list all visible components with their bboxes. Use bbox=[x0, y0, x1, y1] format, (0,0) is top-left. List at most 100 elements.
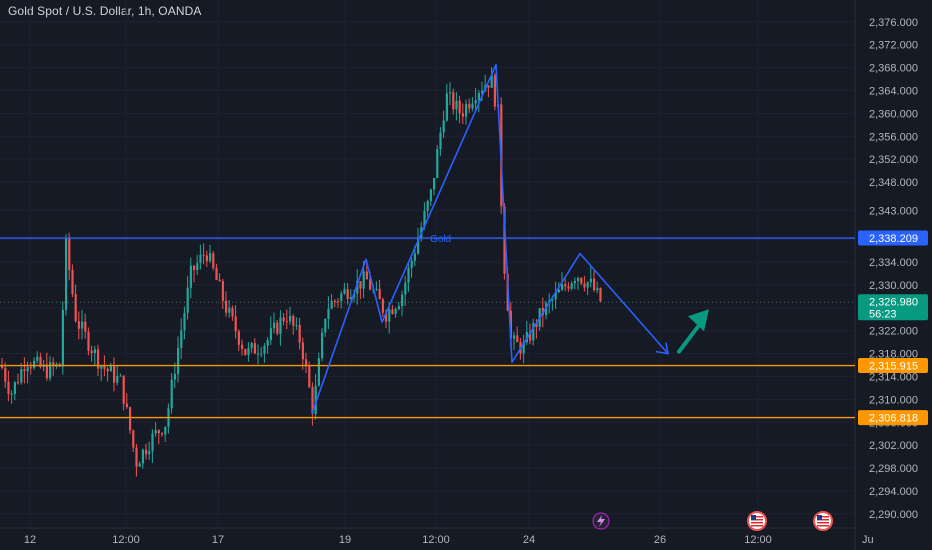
candle-body bbox=[426, 200, 429, 211]
candle-body bbox=[100, 366, 103, 369]
time-tick-label: Ju bbox=[862, 534, 874, 546]
support-1-tag[interactable] bbox=[858, 358, 928, 374]
candle-body bbox=[39, 356, 42, 367]
candle-body bbox=[97, 349, 100, 369]
candle-body bbox=[138, 463, 141, 467]
candle-body bbox=[189, 265, 192, 288]
candle-body bbox=[119, 375, 122, 377]
price-tick-label: 2,352.000 bbox=[869, 154, 918, 166]
candle-body bbox=[327, 308, 330, 319]
candle-body bbox=[564, 284, 567, 287]
time-tick-label: 12:00 bbox=[112, 534, 140, 546]
price-levels: Gold bbox=[0, 234, 855, 419]
candle-body bbox=[17, 382, 20, 384]
candle-body bbox=[433, 177, 436, 190]
candle-body bbox=[250, 343, 253, 348]
candle-body bbox=[71, 269, 74, 294]
candle-body bbox=[125, 403, 128, 408]
candle-body bbox=[529, 332, 532, 341]
time-tick-label: 12:00 bbox=[422, 534, 450, 546]
pattern-path[interactable] bbox=[311, 63, 669, 414]
time-axis[interactable]: 12 12:00 17 19 12:00 24 26 12:00 Ju bbox=[24, 534, 874, 546]
candle-body bbox=[308, 366, 311, 388]
candle-body bbox=[452, 92, 455, 110]
price-tick-label: 2,314.000 bbox=[869, 372, 918, 384]
candle-body bbox=[74, 293, 77, 322]
candle-body bbox=[301, 342, 304, 360]
candle-body bbox=[241, 344, 244, 350]
candle-body bbox=[285, 321, 288, 323]
candle-body bbox=[260, 353, 263, 355]
bullish-arrowhead bbox=[688, 309, 709, 332]
candle-body bbox=[410, 260, 413, 268]
candle-body bbox=[157, 430, 160, 434]
price-tick-label: 2,360.000 bbox=[869, 108, 918, 120]
candle-body bbox=[356, 281, 359, 294]
price-tick-label: 2,294.000 bbox=[869, 486, 918, 498]
price-tick-label: 2,318.000 bbox=[869, 349, 918, 361]
candle-body bbox=[36, 356, 39, 361]
candle-body bbox=[397, 306, 400, 310]
candle-body bbox=[193, 265, 196, 271]
time-tick-label: 12:00 bbox=[744, 534, 772, 546]
candle-body bbox=[439, 132, 442, 150]
candle-body bbox=[458, 100, 461, 114]
candle-body bbox=[103, 366, 106, 369]
candle-body bbox=[289, 315, 292, 322]
candle-body bbox=[145, 449, 148, 455]
candle-body bbox=[177, 347, 180, 374]
candle-body bbox=[577, 277, 580, 282]
candle-body bbox=[77, 321, 80, 329]
candle-body bbox=[164, 426, 167, 435]
candle-body bbox=[13, 382, 16, 394]
countdown-label: 56:23 bbox=[869, 308, 897, 320]
price-tick-label: 2,330.000 bbox=[869, 280, 918, 292]
candle-body bbox=[487, 85, 490, 88]
current-price-tag[interactable] bbox=[858, 294, 928, 321]
us-flag-icon[interactable] bbox=[813, 511, 833, 531]
flag-stripe bbox=[817, 516, 829, 518]
candle-body bbox=[218, 279, 221, 282]
candle-body bbox=[401, 294, 404, 307]
candle-body bbox=[292, 315, 295, 326]
candle-body bbox=[570, 283, 573, 289]
candle-body bbox=[449, 92, 452, 94]
candle-body bbox=[298, 324, 301, 343]
us-flag-icon[interactable] bbox=[747, 511, 767, 531]
flag-stripe bbox=[817, 522, 829, 524]
pattern-drawing[interactable] bbox=[311, 63, 709, 414]
candle-body bbox=[359, 281, 362, 289]
candle-body bbox=[343, 289, 346, 294]
candle-body bbox=[346, 289, 349, 299]
candle-body bbox=[202, 254, 205, 256]
candle-body bbox=[129, 407, 132, 431]
event-markers[interactable] bbox=[592, 511, 833, 531]
time-tick-label: 26 bbox=[654, 534, 666, 546]
flag-canton bbox=[817, 515, 822, 520]
price-axis[interactable]: 2,376.000 2,372.000 2,368.000 2,364.000 2,36… bbox=[858, 17, 928, 521]
candle-body bbox=[599, 288, 602, 302]
support-2-tag[interactable] bbox=[858, 410, 928, 426]
candle-body bbox=[279, 317, 282, 334]
candle-body bbox=[65, 238, 68, 311]
candle-body bbox=[295, 324, 298, 326]
candle-body bbox=[362, 271, 365, 289]
candle-body bbox=[93, 349, 96, 354]
candle-body bbox=[266, 340, 269, 346]
time-tick-label: 17 bbox=[212, 534, 224, 546]
candle-body bbox=[170, 379, 173, 409]
bullish-arrow-icon[interactable] bbox=[677, 323, 701, 354]
price-tick-label: 2,364.000 bbox=[869, 86, 918, 98]
candle-body bbox=[378, 288, 381, 300]
candle-body bbox=[551, 299, 554, 301]
candle-body bbox=[583, 283, 586, 288]
candle-body bbox=[237, 331, 240, 345]
candle-body bbox=[516, 335, 519, 343]
candle-body bbox=[493, 75, 496, 107]
candle-body bbox=[554, 292, 557, 300]
candle-body bbox=[215, 268, 218, 280]
candle-body bbox=[84, 321, 87, 332]
price-tick-label: 2,356.000 bbox=[869, 131, 918, 143]
resistance-tag[interactable] bbox=[858, 230, 928, 246]
